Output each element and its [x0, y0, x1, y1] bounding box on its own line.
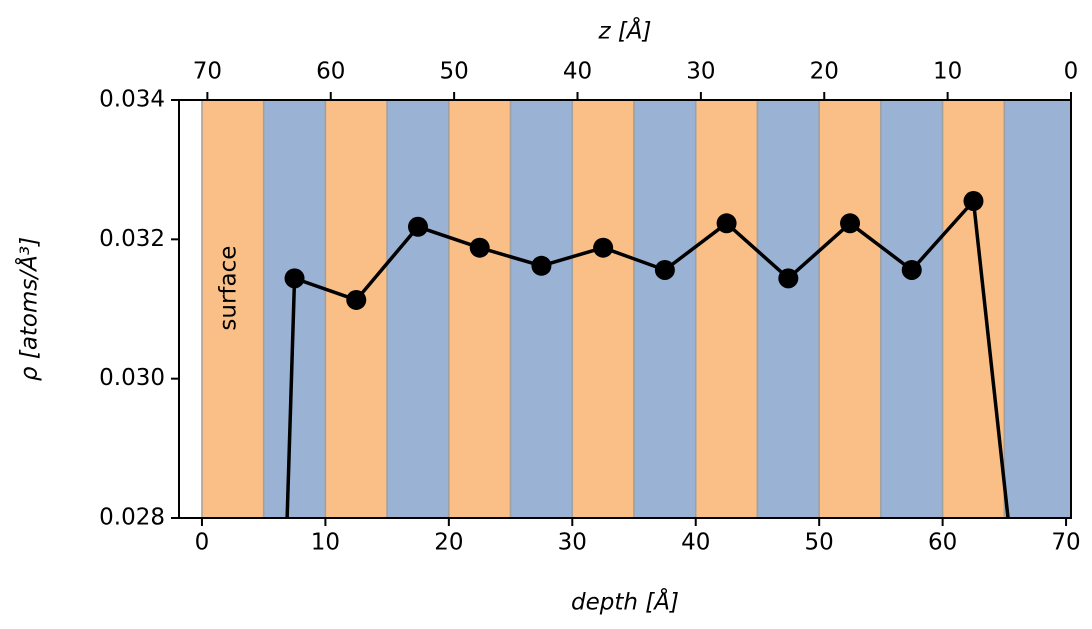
- band: [694, 99, 759, 519]
- y-tick-label: 0.034: [99, 87, 165, 113]
- x-tick-label: 20: [434, 530, 463, 556]
- x2-tick-label: 60: [316, 59, 345, 85]
- marker: [531, 255, 552, 276]
- x2-tick-label: 30: [686, 59, 715, 85]
- x2-tick-label: 20: [810, 59, 839, 85]
- band: [571, 99, 635, 519]
- bands: [201, 99, 1072, 519]
- marker: [654, 259, 675, 280]
- band: [386, 99, 450, 519]
- x2-axis-label: z [Å]: [597, 17, 651, 45]
- y-axis-label: ρ [atoms/Å³]: [15, 237, 43, 381]
- x-tick-label: 70: [1051, 530, 1080, 556]
- marker: [407, 216, 428, 237]
- line: [293, 199, 975, 302]
- x-tick-label: 60: [928, 530, 957, 556]
- marker: [284, 268, 305, 289]
- y-tick-label: 0.028: [99, 505, 165, 531]
- x2-tick-label: 10: [933, 59, 962, 85]
- band: [818, 99, 882, 519]
- band: [509, 99, 574, 519]
- band: [201, 99, 265, 519]
- band: [448, 99, 512, 519]
- x-tick-label: 40: [681, 530, 710, 556]
- x2-tick-label: 70: [193, 59, 222, 85]
- x-tick-label: 0: [195, 530, 210, 556]
- band: [1003, 99, 1072, 519]
- series: [284, 191, 1010, 518]
- line-end: [285, 278, 297, 518]
- band: [880, 99, 944, 519]
- marker: [716, 213, 737, 234]
- marker: [346, 289, 367, 310]
- line-end: [971, 200, 1010, 518]
- axes-frame: [178, 99, 1072, 519]
- x-tick-label: 30: [558, 530, 587, 556]
- marker: [840, 213, 861, 234]
- band: [756, 99, 820, 519]
- y-tick-label: 0.030: [99, 365, 165, 391]
- x2-tick-label: 50: [439, 59, 468, 85]
- band: [941, 99, 1006, 519]
- annotation: surface: [216, 246, 242, 331]
- marker: [593, 237, 614, 258]
- x2-tick-label: 40: [563, 59, 592, 85]
- marker: [469, 237, 490, 258]
- x-tick-label: 10: [311, 530, 340, 556]
- marker: [901, 259, 922, 280]
- x-axis-label: depth [Å]: [571, 588, 679, 616]
- x2-tick-label: 0: [1064, 59, 1079, 85]
- y-tick-label: 0.032: [99, 226, 165, 252]
- x-tick-label: 50: [805, 530, 834, 556]
- band: [633, 99, 697, 519]
- marker: [963, 191, 984, 212]
- marker: [778, 268, 799, 289]
